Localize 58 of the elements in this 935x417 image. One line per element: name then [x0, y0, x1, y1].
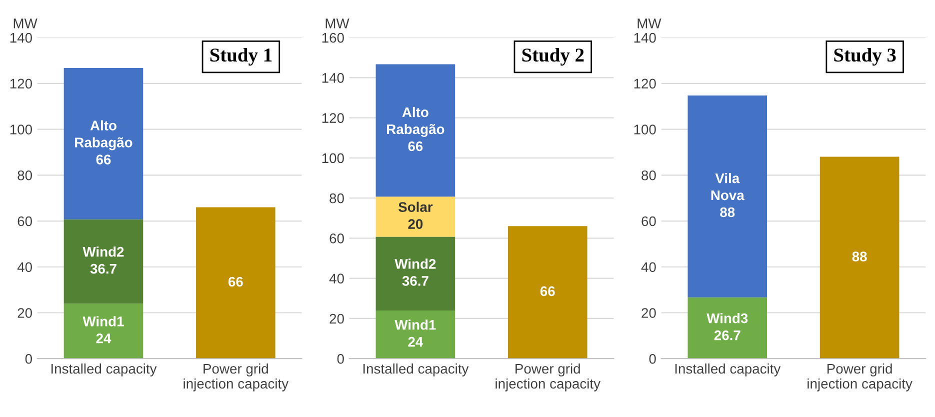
y-tick-label: 60 — [18, 216, 32, 226]
y-tick-label: 0 — [25, 354, 32, 364]
y-tick-label: 100 — [322, 153, 344, 164]
series-label: Alto Rabagão — [75, 120, 132, 150]
data-label: 26.7 — [714, 330, 740, 340]
series-label: Wind3 — [706, 313, 748, 324]
series-label: Wind1 — [82, 316, 124, 326]
y-tick-label: 80 — [18, 170, 32, 180]
y-tick-label: 120 — [634, 78, 656, 89]
y-tick-label: 60 — [642, 216, 656, 226]
y-tick-label: 0 — [649, 354, 656, 364]
series-label: Solar — [398, 202, 433, 212]
series-label: Wind1 — [394, 320, 436, 330]
y-tick-label: 20 — [330, 314, 344, 324]
x-tick-label: Installed capacity — [675, 363, 781, 376]
y-tick-label: 160 — [322, 32, 344, 43]
series-label: Vila Nova — [711, 173, 744, 200]
y-tick-label: 120 — [322, 113, 344, 123]
y-tick-label: 140 — [634, 32, 656, 43]
y-tick-label: 100 — [634, 124, 656, 134]
data-label: 66 — [540, 286, 555, 296]
chart-title: Study 3 — [834, 48, 896, 66]
y-tick-label: 0 — [337, 354, 344, 364]
y-tick-label: 80 — [642, 170, 656, 180]
y-tick-label: 40 — [329, 274, 344, 284]
x-tick-label: Power grid injection capacity — [496, 363, 600, 392]
data-label: 66 — [408, 141, 423, 152]
series-label: Wind2 — [394, 258, 436, 269]
chart-title: Study 2 — [522, 48, 584, 66]
x-tick-label: Installed capacity — [52, 363, 157, 376]
chart-title: Study 1 — [210, 48, 272, 66]
data-label: 20 — [408, 219, 423, 229]
y-tick-label: 40 — [17, 262, 32, 272]
x-tick-label: Installed capacity — [363, 363, 469, 376]
series-label: Alto Rabagão — [387, 106, 444, 137]
data-label: 66 — [228, 276, 243, 287]
series-label: Wind2 — [82, 246, 124, 257]
data-label: 36.7 — [90, 264, 116, 274]
x-tick-label: Power grid injection capacity — [808, 363, 912, 392]
y-tick-label: 20 — [18, 308, 32, 318]
data-label: 66 — [96, 154, 111, 164]
y-tick-label: 60 — [330, 234, 344, 244]
y-tick-label: 80 — [330, 193, 344, 204]
data-label: 88 — [720, 207, 735, 218]
y-tick-label: 100 — [10, 124, 32, 134]
y-axis-title: MW — [638, 18, 662, 28]
y-tick-label: 20 — [642, 308, 656, 318]
y-axis-title: MW — [326, 18, 350, 28]
data-label: 36.7 — [402, 276, 428, 286]
data-label: 24 — [408, 336, 424, 347]
y-axis-title: MW — [14, 18, 38, 28]
y-tick-label: 120 — [10, 78, 32, 89]
data-label: 88 — [852, 252, 867, 262]
y-tick-label: 140 — [10, 32, 32, 43]
x-tick-label: Power grid injection capacity — [184, 363, 289, 392]
y-tick-label: 140 — [322, 73, 344, 83]
data-label: 24 — [96, 333, 112, 344]
y-tick-label: 40 — [641, 262, 656, 272]
